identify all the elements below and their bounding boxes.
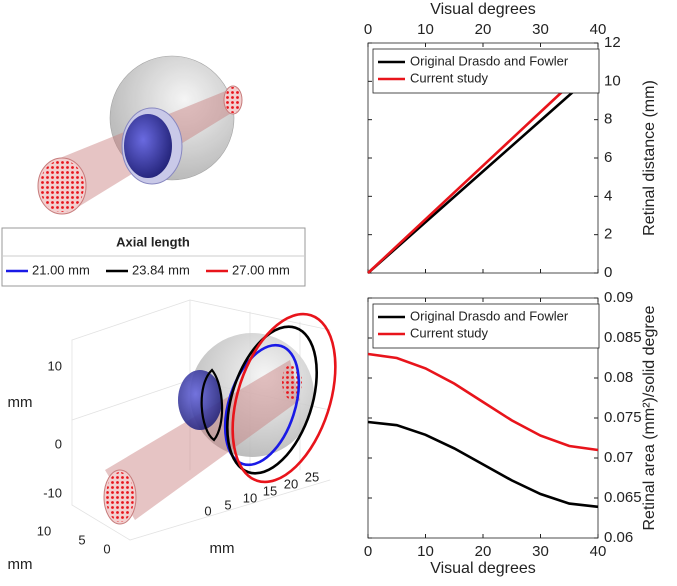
x-tick-label: 10: [243, 490, 257, 505]
y-tick-label: 10: [604, 72, 621, 89]
x-tick-label: 5: [224, 497, 231, 512]
legend-label: 21.00 mm: [32, 262, 90, 277]
x-tick-label: 20: [284, 476, 298, 491]
z-tick-label: 10: [48, 358, 62, 373]
y-tick-label: 0.08: [604, 369, 633, 386]
legend-label: Original Drasdo and Fowler: [410, 308, 569, 323]
series-line: [367, 57, 599, 274]
x-axis-label: Visual degrees: [430, 1, 536, 18]
x-tick-label: 0: [364, 543, 372, 560]
legend-label: 23.84 mm: [132, 262, 190, 277]
y-axis-label: Retinal distance (mm): [641, 80, 658, 236]
series-line: [367, 420, 599, 509]
eye-illustration-top: [37, 55, 243, 215]
z-tick-label: 0: [55, 436, 62, 451]
series-line: [367, 352, 599, 452]
x-tick-label: 30: [532, 21, 549, 38]
y-tick-label: 0.07: [604, 449, 633, 466]
legend-label: Current study: [410, 70, 489, 85]
retina-loop: [200, 368, 224, 442]
x-tick-label: 10: [417, 543, 434, 560]
x-tick-label: 30: [532, 543, 549, 560]
x-axis-label: Visual degrees: [430, 560, 536, 577]
y-axis-label: Retinal area (mm²)/solid degree: [641, 305, 658, 530]
axial-length-ring: [225, 325, 319, 475]
axial-length-legend: Axial length 21.00 mm 23.84 mm 27.00 mm: [1, 227, 306, 287]
y-tick-label: 0.085: [604, 329, 642, 346]
axial-length-ring: [231, 312, 337, 484]
y-tick-label: 8: [604, 111, 612, 128]
y-tick-label: 0.09: [604, 289, 633, 306]
x-tick-label: 0: [204, 503, 211, 518]
series-line: [367, 68, 599, 274]
eye-illustration-3d: [71, 299, 337, 541]
y-tick-label: 0.065: [604, 489, 642, 506]
y-tick-label: 12: [604, 34, 621, 51]
y-tick-label: 5: [78, 532, 85, 547]
y-axis-label: mm: [8, 556, 33, 573]
legend-label: Current study: [410, 325, 489, 340]
x-tick-label: 40: [590, 543, 607, 560]
x-tick-label: 0: [364, 21, 372, 38]
legend-title: Axial length: [116, 234, 190, 249]
legend-label: Original Drasdo and Fowler: [410, 53, 569, 68]
y-tick-label: 0.06: [604, 529, 633, 546]
y-tick-label: 0: [103, 541, 110, 556]
y-tick-label: 0.075: [604, 409, 642, 426]
x-tick-label: 15: [263, 483, 277, 498]
x-axis-label: mm: [210, 540, 235, 557]
legend-box: [372, 48, 600, 94]
y-tick-label: 6: [604, 149, 612, 166]
x-tick-label: 20: [475, 543, 492, 560]
legend-label: 27.00 mm: [232, 262, 290, 277]
y-tick-label: 10: [37, 523, 51, 538]
x-tick-label: 20: [475, 21, 492, 38]
legend-box: [1, 227, 306, 287]
z-tick-label: -10: [43, 485, 62, 500]
y-tick-label: 4: [604, 187, 612, 204]
z-axis-label: mm: [8, 394, 33, 411]
y-tick-label: 0: [604, 264, 612, 281]
x-tick-label: 25: [305, 469, 319, 484]
legend-box: [372, 303, 600, 349]
x-tick-label: 10: [417, 21, 434, 38]
y-tick-label: 2: [604, 226, 612, 243]
x-tick-label: 40: [590, 21, 607, 38]
